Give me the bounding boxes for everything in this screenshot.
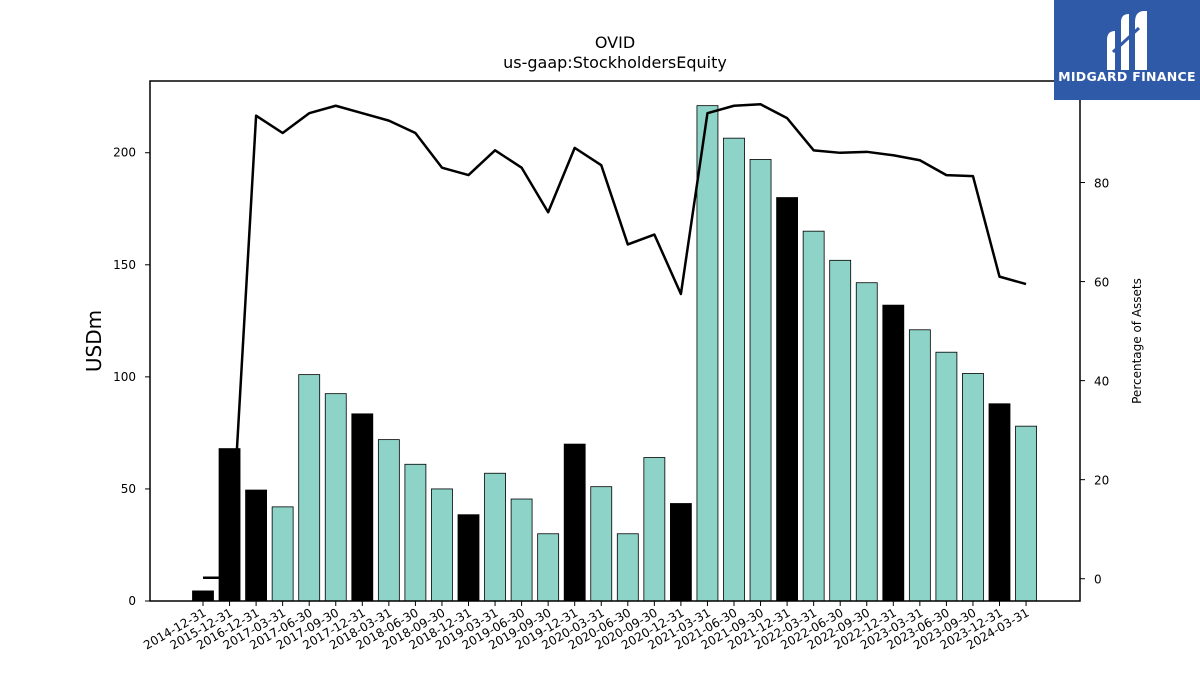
logo-text: MIDGARD FINANCE (1058, 69, 1196, 84)
bar-2017-06-30 (298, 374, 321, 602)
bar-2019-09-30 (537, 533, 560, 602)
bar-2024-03-31 (1015, 425, 1037, 602)
bar-2019-06-30 (510, 498, 533, 602)
y-axis-label: USDm (82, 310, 106, 372)
y-tick-label-200: 200 (113, 146, 136, 160)
percentage-of-assets-line (203, 103, 1027, 579)
plot-frame (149, 80, 1081, 602)
bar-2017-09-30 (324, 393, 347, 602)
line-layer (203, 103, 1027, 579)
bar-2019-12-31 (563, 443, 586, 602)
chart-subtitle: us-gaap:StockholdersEquity (503, 53, 727, 72)
bar-2018-09-30 (431, 488, 453, 602)
bar-2022-03-31 (802, 230, 825, 602)
y2-axis-ticks: 0 20 40 60 80 (1080, 177, 1109, 587)
bar-2020-12-31 (670, 503, 692, 602)
y-tick-label-150: 150 (113, 258, 136, 272)
y2-tick-label-60: 60 (1094, 276, 1109, 290)
bar-2014-12-31 (192, 590, 214, 602)
bar-2021-12-31 (776, 197, 798, 602)
bar-2018-03-31 (377, 439, 400, 602)
y-tick-label-50: 50 (121, 482, 136, 496)
logo-mark-icon (1107, 11, 1147, 70)
bar-2020-06-30 (616, 533, 639, 602)
bar-2017-03-31 (271, 506, 294, 602)
bar-2020-09-30 (643, 457, 666, 602)
bar-2023-03-31 (908, 329, 931, 602)
y2-axis-label: Percentage of Assets (1130, 278, 1144, 404)
y2-tick-label-80: 80 (1094, 177, 1109, 191)
y-tick-label-0: 0 (128, 594, 136, 608)
y-tick-label-100: 100 (113, 370, 136, 384)
bar-2016-12-31 (245, 489, 268, 602)
bar-2022-09-30 (855, 282, 878, 602)
bar-2018-12-31 (457, 514, 480, 602)
bar-2020-03-31 (590, 486, 613, 602)
bar-2019-03-31 (484, 472, 506, 602)
bar-2021-03-31 (696, 105, 719, 602)
y-axis-ticks: 0 50 100 150 200 (113, 146, 150, 608)
y2-tick-label-20: 20 (1094, 474, 1109, 488)
bar-2022-12-31 (882, 304, 905, 602)
bar-2021-06-30 (723, 137, 745, 602)
bar-2023-09-30 (962, 373, 984, 602)
midgard-finance-logo: MIDGARD FINANCE (1054, 0, 1200, 100)
bar-2022-06-30 (829, 259, 852, 602)
y2-tick-label-0: 0 (1094, 573, 1102, 587)
bar-2023-12-31 (988, 403, 1011, 602)
bar-2018-06-30 (404, 463, 427, 602)
y2-tick-label-40: 40 (1094, 375, 1109, 389)
bar-2023-06-30 (935, 351, 958, 602)
x-axis-ticks: 2014-12-312015-12-312016-12-312017-03-31… (141, 601, 1032, 652)
bar-2021-09-30 (749, 159, 772, 602)
bar-2017-12-31 (351, 413, 374, 602)
chart-title: OVID (595, 33, 635, 52)
bars-layer (192, 105, 1037, 602)
